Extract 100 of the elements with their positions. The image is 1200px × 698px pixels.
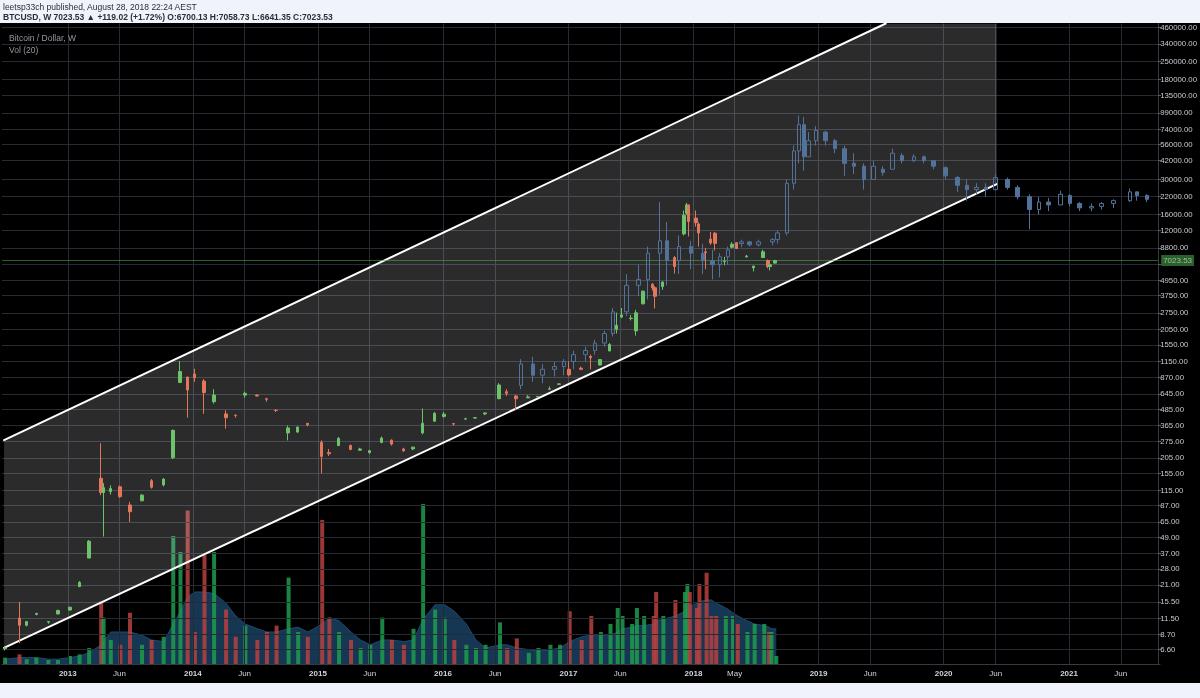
bar [202, 555, 207, 664]
candlestick [943, 165, 948, 180]
candlestick [224, 409, 228, 430]
bar [452, 640, 457, 664]
candlestick [140, 493, 144, 502]
bar [101, 617, 106, 664]
bar [305, 636, 310, 664]
candlestick [320, 439, 323, 474]
bar [255, 640, 260, 664]
candlestick [18, 601, 21, 644]
candlestick [562, 358, 566, 376]
candlestick [823, 130, 828, 147]
candlestick [739, 239, 744, 248]
bar [17, 654, 22, 664]
x-tick-label: Jun [613, 668, 627, 678]
candlestick [931, 160, 936, 170]
x-tick-label: Jun [863, 668, 877, 678]
candlestick [1068, 193, 1072, 207]
candlestick [519, 358, 523, 390]
candlestick [234, 414, 237, 419]
bar [654, 592, 659, 664]
candlestick [773, 259, 777, 265]
candlestick [1037, 196, 1041, 216]
text: leetsp33ch published, August 28, 2018 22:24 AEST [3, 2, 197, 12]
candlestick [540, 363, 545, 384]
candlestick [965, 178, 969, 202]
bar [514, 638, 519, 664]
x-tick-label: 2020 [934, 668, 954, 678]
candlestick [1046, 197, 1051, 212]
candlestick [78, 580, 81, 588]
candlestick [421, 408, 424, 435]
candlestick [718, 252, 722, 278]
candlestick [1027, 193, 1032, 230]
candlestick [327, 448, 331, 457]
candlestick [337, 436, 340, 447]
candlestick [673, 255, 676, 275]
bar [46, 660, 51, 664]
candlestick [47, 620, 50, 625]
x-tick-label: Jun [113, 668, 126, 678]
candlestick [1005, 177, 1010, 191]
candlestick [653, 285, 657, 310]
candlestick [704, 247, 707, 270]
candlestick [611, 307, 615, 337]
candlestick [658, 201, 662, 296]
bar [161, 636, 166, 664]
bar [185, 510, 190, 664]
candlestick [814, 125, 818, 147]
candlestick [1015, 184, 1020, 200]
candlestick [109, 484, 112, 496]
x-tick-label: Jun [488, 668, 502, 678]
bar [526, 652, 531, 664]
candlestick [35, 612, 38, 616]
candlestick [833, 138, 837, 154]
candlestick [745, 254, 748, 259]
candlestick [761, 249, 765, 259]
bar [128, 612, 133, 664]
candlestick [531, 356, 535, 383]
bar [498, 622, 502, 664]
candlestick [171, 429, 175, 460]
candlestick [646, 246, 650, 300]
bar [3, 657, 8, 664]
candlestick [390, 438, 393, 447]
bar [558, 644, 563, 664]
candlestick [557, 383, 561, 386]
candlestick [620, 307, 623, 319]
candlestick [593, 339, 597, 356]
candlestick [752, 265, 755, 272]
candlestick [589, 354, 592, 370]
bar [411, 628, 416, 664]
candlestick [624, 273, 629, 317]
bar [661, 616, 666, 664]
candlestick [193, 368, 196, 383]
candlestick [641, 290, 645, 305]
bar [483, 644, 488, 664]
candlestick [178, 360, 182, 384]
bar [579, 640, 584, 664]
candlestick [380, 436, 383, 444]
candlestick [473, 416, 477, 419]
bar [589, 616, 594, 664]
candlestick [150, 478, 153, 490]
candlestick [710, 249, 715, 280]
candlestick [747, 240, 752, 248]
bar [178, 552, 183, 664]
bar [34, 657, 39, 664]
candlestick [255, 393, 259, 397]
candlestick [984, 182, 988, 198]
candlestick [735, 241, 738, 250]
bar [642, 616, 647, 664]
candlestick [1128, 187, 1132, 203]
candlestick [243, 391, 247, 399]
bar [433, 609, 438, 664]
candlestick [56, 609, 60, 615]
candlestick [99, 442, 103, 496]
candlestick [862, 162, 866, 191]
bar [274, 625, 279, 664]
candlestick [274, 408, 278, 413]
candlestick [912, 153, 916, 163]
bar [224, 609, 229, 664]
candlestick [1058, 190, 1063, 206]
bar [337, 632, 342, 664]
